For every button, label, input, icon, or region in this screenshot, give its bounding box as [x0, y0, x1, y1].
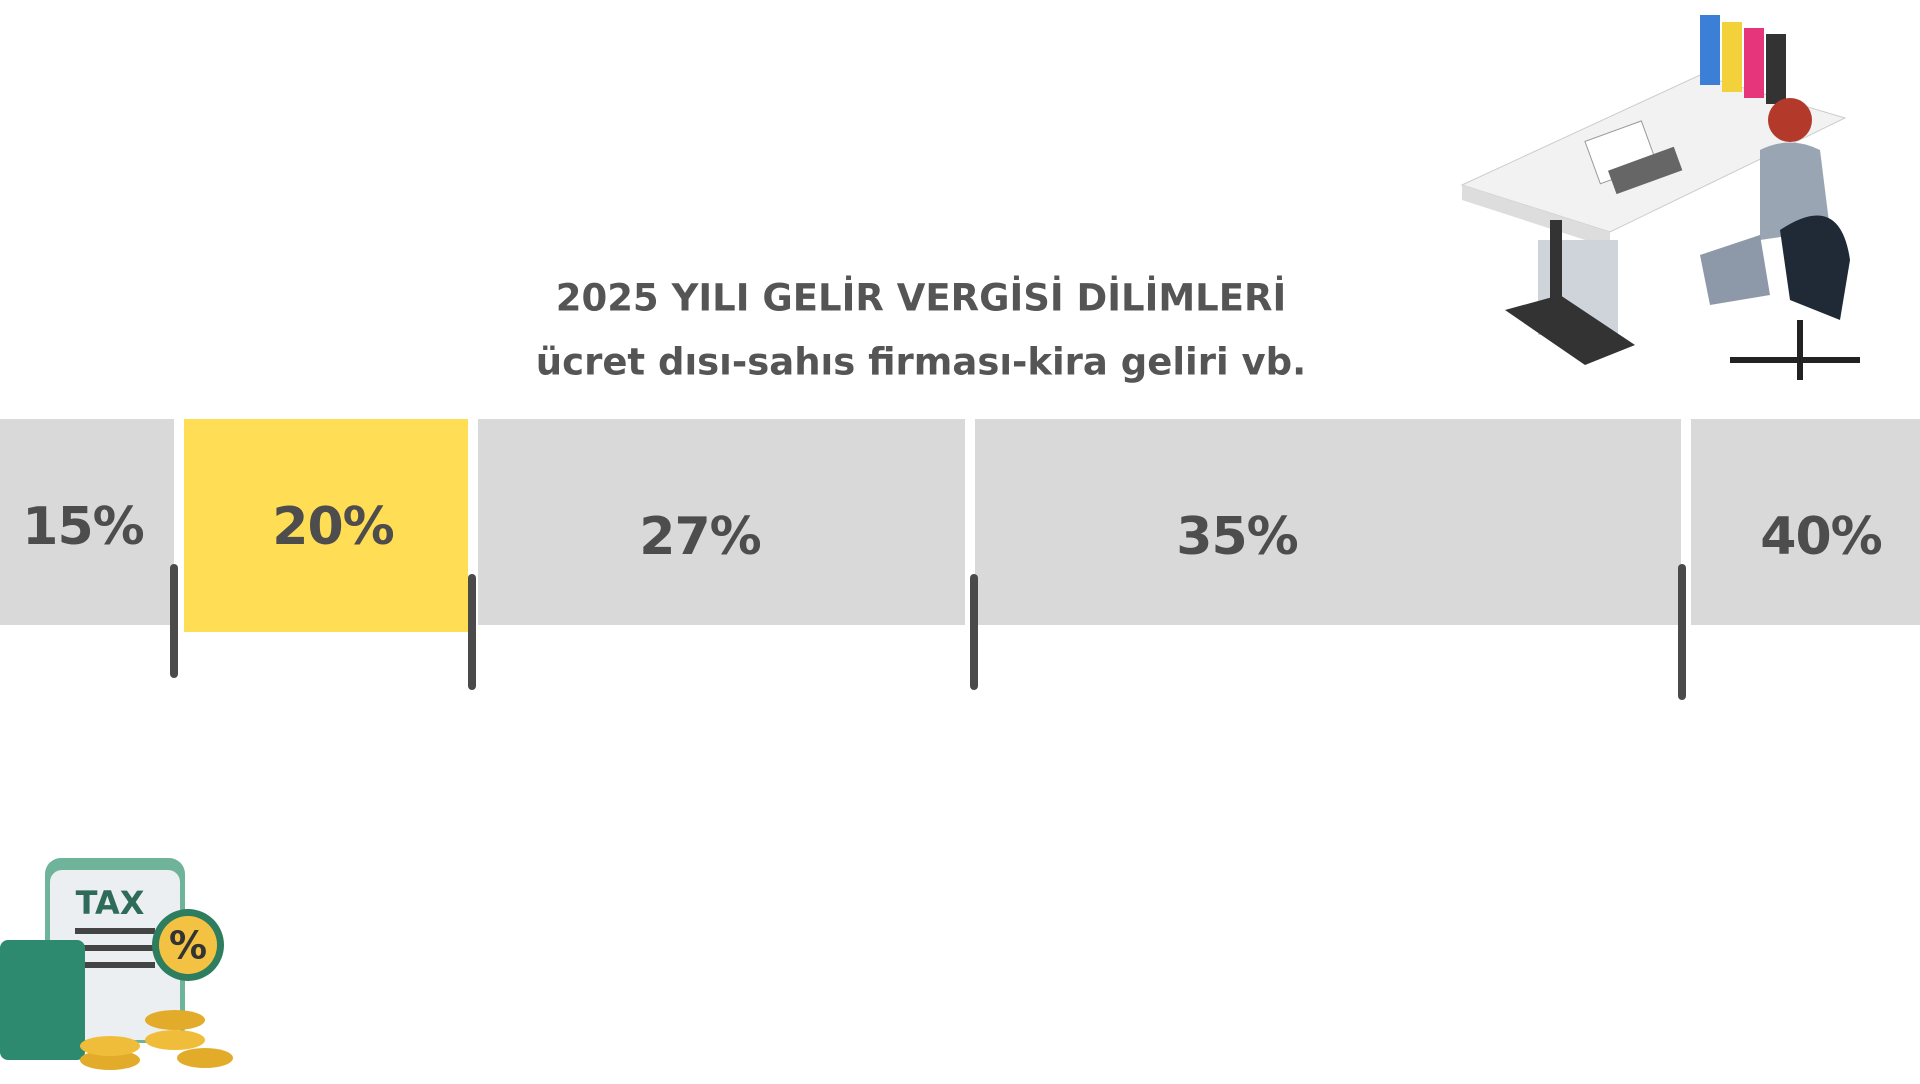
title: 2025 YILI GELİR VERGİSİ DİLİMLERİ: [556, 276, 1287, 320]
tax-label: TAX: [76, 884, 145, 922]
subtitle: ücret dısı-sahıs firması-kira geliri vb.: [536, 341, 1306, 384]
bracket-label: 40%: [1760, 507, 1881, 567]
bracket-bar: [0, 419, 174, 625]
bracket-label: 20%: [272, 497, 393, 557]
tax-icon: TAX %: [0, 858, 233, 1070]
bracket-label: 27%: [639, 507, 760, 567]
bracket-bar: [1691, 419, 1920, 625]
bracket-bar: [478, 419, 965, 625]
bracket-bar: [975, 419, 1681, 625]
desk-illustration: [1460, 15, 1860, 380]
bracket-bar-highlight: [184, 419, 468, 632]
bracket-label: 15%: [22, 497, 143, 557]
tax-badge: %: [169, 924, 207, 968]
bracket-label: 35%: [1176, 507, 1297, 567]
